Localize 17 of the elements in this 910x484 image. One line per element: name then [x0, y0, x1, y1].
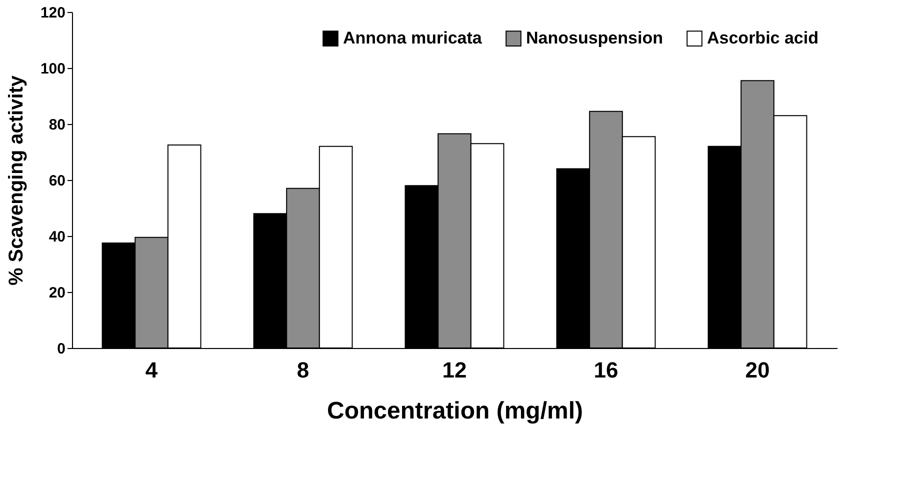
y-tick-label: 120	[40, 4, 66, 22]
legend-label: Ascorbic acid	[707, 28, 818, 48]
legend-label: Nanosuspension	[526, 28, 663, 48]
y-tick-label: 60	[48, 172, 66, 190]
x-tick-label: 8	[296, 358, 310, 382]
y-tick-label: 100	[40, 60, 66, 78]
x-tick-label: 4	[145, 358, 158, 382]
x-axis-title: Concentration (mg/ml)	[327, 398, 583, 424]
y-tick-label: 40	[48, 228, 66, 246]
y-tick-label: 20	[48, 284, 66, 302]
y-axis-title: % Scavenging activity	[5, 74, 28, 286]
x-tick-label: 12	[442, 358, 467, 382]
legend-label: Annona muricata	[343, 28, 482, 48]
x-tick-label: 20	[745, 358, 770, 382]
y-tick-label: 0	[57, 340, 66, 358]
x-tick-label: 16	[594, 358, 618, 382]
y-tick-label: 80	[48, 116, 66, 134]
